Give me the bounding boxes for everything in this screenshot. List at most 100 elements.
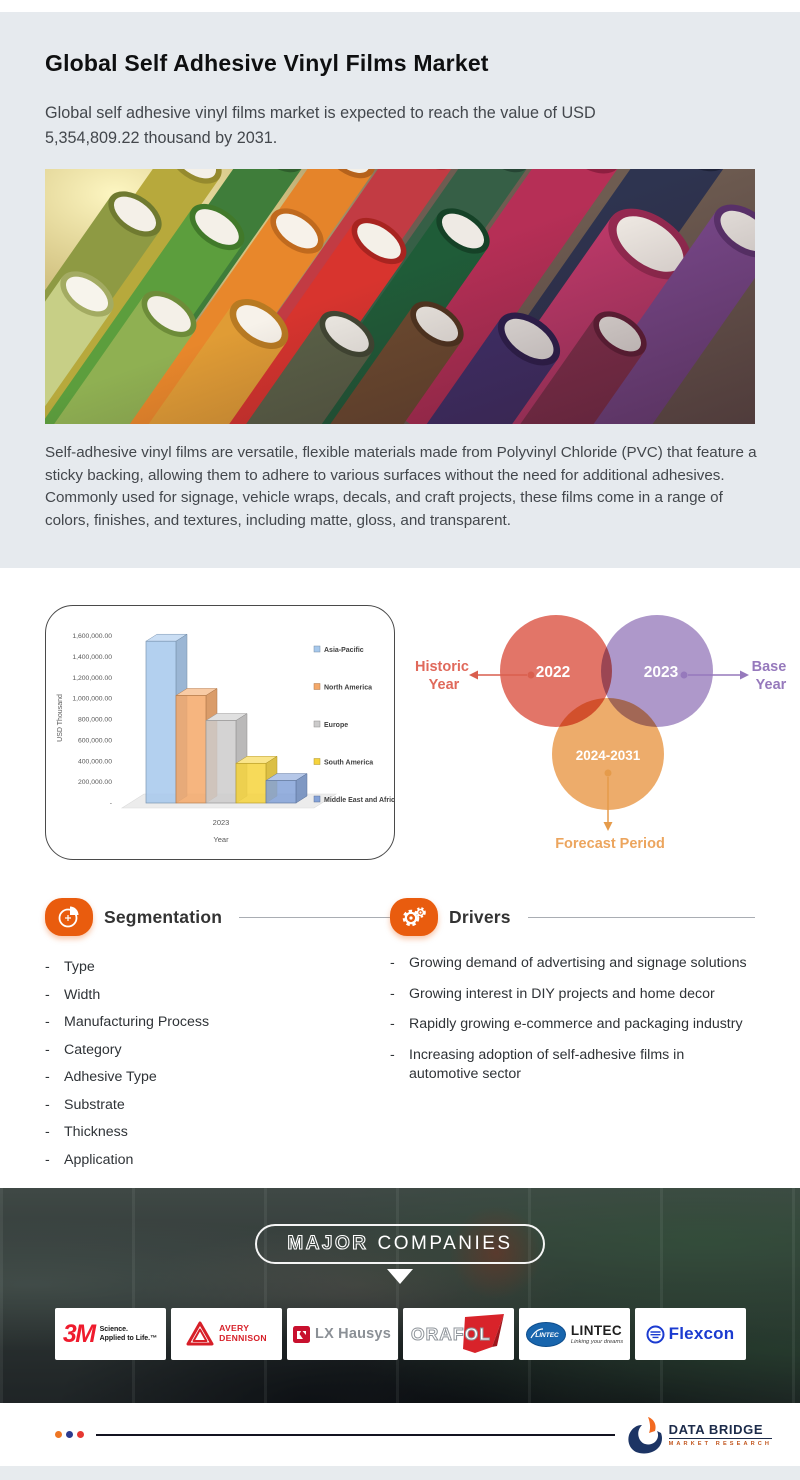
forecast-period-circle — [552, 698, 664, 810]
list-item: - Thickness — [45, 1124, 128, 1140]
brand-name: DATA BRIDGE — [668, 1422, 772, 1439]
data-bridge-logo-icon — [628, 1416, 662, 1453]
divider-line — [239, 916, 390, 918]
svg-text:800,000.00: 800,000.00 — [78, 717, 112, 724]
base-year-circle — [601, 615, 713, 727]
footer-rule-line — [96, 1433, 615, 1436]
page-title: Global Self Adhesive Vinyl Films Market — [45, 50, 489, 76]
logo-card-lintec: LINTEC LINTEC Linking your dreams — [518, 1308, 630, 1360]
data-bridge-brand: DATA BRIDGE MARKET RESEARCH — [627, 1416, 772, 1454]
list-item: - Application — [45, 1151, 134, 1168]
list-item: - Width — [45, 986, 101, 1003]
company-logo-row: 3M Science. Applied to Life.™ AVERY DENN… — [0, 1308, 800, 1360]
footer-dot-blue — [66, 1431, 73, 1438]
list-item: - Substrate — [45, 1096, 125, 1113]
forecast-period-label: Forecast Period — [555, 836, 665, 852]
flexcon-roll-icon — [646, 1325, 665, 1343]
banner-word-solid: COMPANIES — [377, 1233, 513, 1254]
svg-text:200,000.00: 200,000.00 — [78, 779, 112, 786]
timeline-venn-diagram: 2022 2023 2024-2031 Historic Year Base Y… — [415, 615, 787, 852]
3m-logo-text: 3M — [62, 1319, 96, 1348]
base-year-value: 2023 — [644, 664, 679, 681]
brand-subtitle: MARKET RESEARCH — [668, 1441, 772, 1447]
3m-tagline-1: Science. — [99, 1325, 128, 1333]
logo-card-flexcon: Flexcon — [634, 1308, 746, 1360]
features-section: Segmentation - Type - Width - Manufacturing P… — [0, 888, 800, 1188]
divider-line — [527, 916, 755, 918]
lintec-tagline: Linking your dreams — [570, 1339, 624, 1345]
svg-text:Year: Year — [213, 835, 229, 844]
historic-pointer-dot — [527, 671, 535, 679]
logo-card-lx-hausys: LX Hausys — [286, 1308, 398, 1360]
svg-text:1,000,000.00: 1,000,000.00 — [72, 696, 112, 703]
orafol-text: ORAFOL — [411, 1324, 491, 1344]
avery-line1: AVERY — [219, 1323, 250, 1334]
regional-bar-chart: - 200,000.00 400,000.00 600,000.00 800,000.0… — [57, 633, 394, 844]
svg-text:400,000.00: 400,000.00 — [78, 758, 112, 765]
3m-tagline-2: Applied to Life.™ — [99, 1335, 158, 1342]
research-timeline: 2022 2023 2024-2031 Historic Year Base Y… — [410, 580, 800, 877]
forecast-arrowhead — [603, 822, 613, 831]
market-description: Self-adhesive vinyl films are versatile,… — [45, 444, 757, 529]
base-arrowhead — [740, 670, 749, 680]
footer-dots — [55, 1431, 84, 1438]
list-item: - Manufacturing Process — [45, 1014, 210, 1030]
list-item: - Growing interest in DIY projects and ho… — [390, 985, 715, 1002]
lx-hausys-text: LX Hausys — [315, 1326, 391, 1342]
drivers-title: Drivers — [449, 906, 511, 927]
footer-dot-red — [77, 1431, 84, 1438]
segmentation-list: - Type - Width - Manufacturing Process - Catego… — [45, 954, 390, 1174]
lintec-text: LINTEC — [570, 1323, 623, 1338]
logo-card-3m: 3M Science. Applied to Life.™ — [54, 1308, 166, 1360]
logo-card-avery-dennison: AVERY DENNISON — [170, 1308, 282, 1360]
drivers-gears-icon — [390, 898, 438, 936]
footer-dot-orange — [55, 1431, 62, 1438]
svg-text:Middle East and Africa: Middle East and Africa — [324, 797, 394, 804]
svg-text:1,400,000.00: 1,400,000.00 — [72, 654, 112, 661]
historic-year-value: 2022 — [536, 664, 570, 681]
list-item: - Adhesive Type — [45, 1069, 157, 1085]
logo-card-orafol: ORAFOL — [402, 1308, 514, 1360]
svg-text:USD Thousand: USD Thousand — [57, 694, 64, 742]
list-item: - Increasing adoption of self-adhesive fi… — [390, 1047, 685, 1082]
lintec-badge-text: LINTEC — [535, 1332, 559, 1339]
svg-text:1,200,000.00: 1,200,000.00 — [72, 675, 112, 682]
lx-hausys-icon — [293, 1325, 311, 1343]
orafol-logo: ORAFOL — [411, 1314, 504, 1353]
segmentation-pie-icon — [45, 898, 93, 936]
major-companies-banner: MAJOR COMPANIES — [255, 1224, 545, 1264]
top-strip — [0, 0, 800, 12]
historic-year-circle — [500, 615, 612, 727]
hero-section: Global Self Adhesive Vinyl Films Market … — [0, 12, 800, 568]
historic-year-label: Historic Year — [415, 659, 473, 693]
forecast-pointer-dot — [604, 769, 612, 777]
list-item: - Type — [45, 959, 95, 975]
svg-text:North America: North America — [324, 685, 372, 692]
svg-text:2023: 2023 — [213, 818, 230, 827]
banner-word-outline: MAJOR — [287, 1232, 369, 1254]
lintec-oval-icon: LINTEC — [525, 1321, 566, 1347]
segmentation-title: Segmentation — [104, 906, 223, 927]
svg-text:-: - — [110, 800, 112, 807]
footer: DATA BRIDGE MARKET RESEARCH — [0, 1403, 800, 1466]
svg-text:South America: South America — [324, 760, 373, 767]
historic-arrowhead — [469, 670, 478, 680]
svg-text:600,000.00: 600,000.00 — [78, 737, 112, 744]
drivers-section: Drivers - Growing demand of advertising a… — [390, 898, 755, 1188]
list-item: - Rapidly growing e-commerce and packagin… — [390, 1016, 743, 1033]
flexcon-text: Flexcon — [668, 1324, 735, 1343]
list-item: - Category — [45, 1041, 122, 1058]
svg-text:1,600,000.00: 1,600,000.00 — [72, 633, 112, 640]
drivers-list: - Growing demand of advertising and signa… — [390, 954, 755, 1084]
avery-dennison-triangle-icon — [186, 1321, 214, 1346]
base-pointer-dot — [680, 671, 688, 679]
market-value-subtitle: Global self adhesive vinyl films market … — [45, 104, 596, 148]
banner-pointer-triangle — [387, 1269, 413, 1284]
svg-text:Europe: Europe — [324, 722, 348, 729]
avery-line2: DENNISON — [219, 1333, 267, 1343]
vinyl-rolls-image — [45, 169, 755, 425]
svg-text:Asia-Pacific: Asia-Pacific — [324, 647, 364, 654]
charts-section: - 200,000.00 400,000.00 600,000.00 800,000.0… — [0, 568, 800, 888]
bottom-strip — [0, 1466, 800, 1480]
